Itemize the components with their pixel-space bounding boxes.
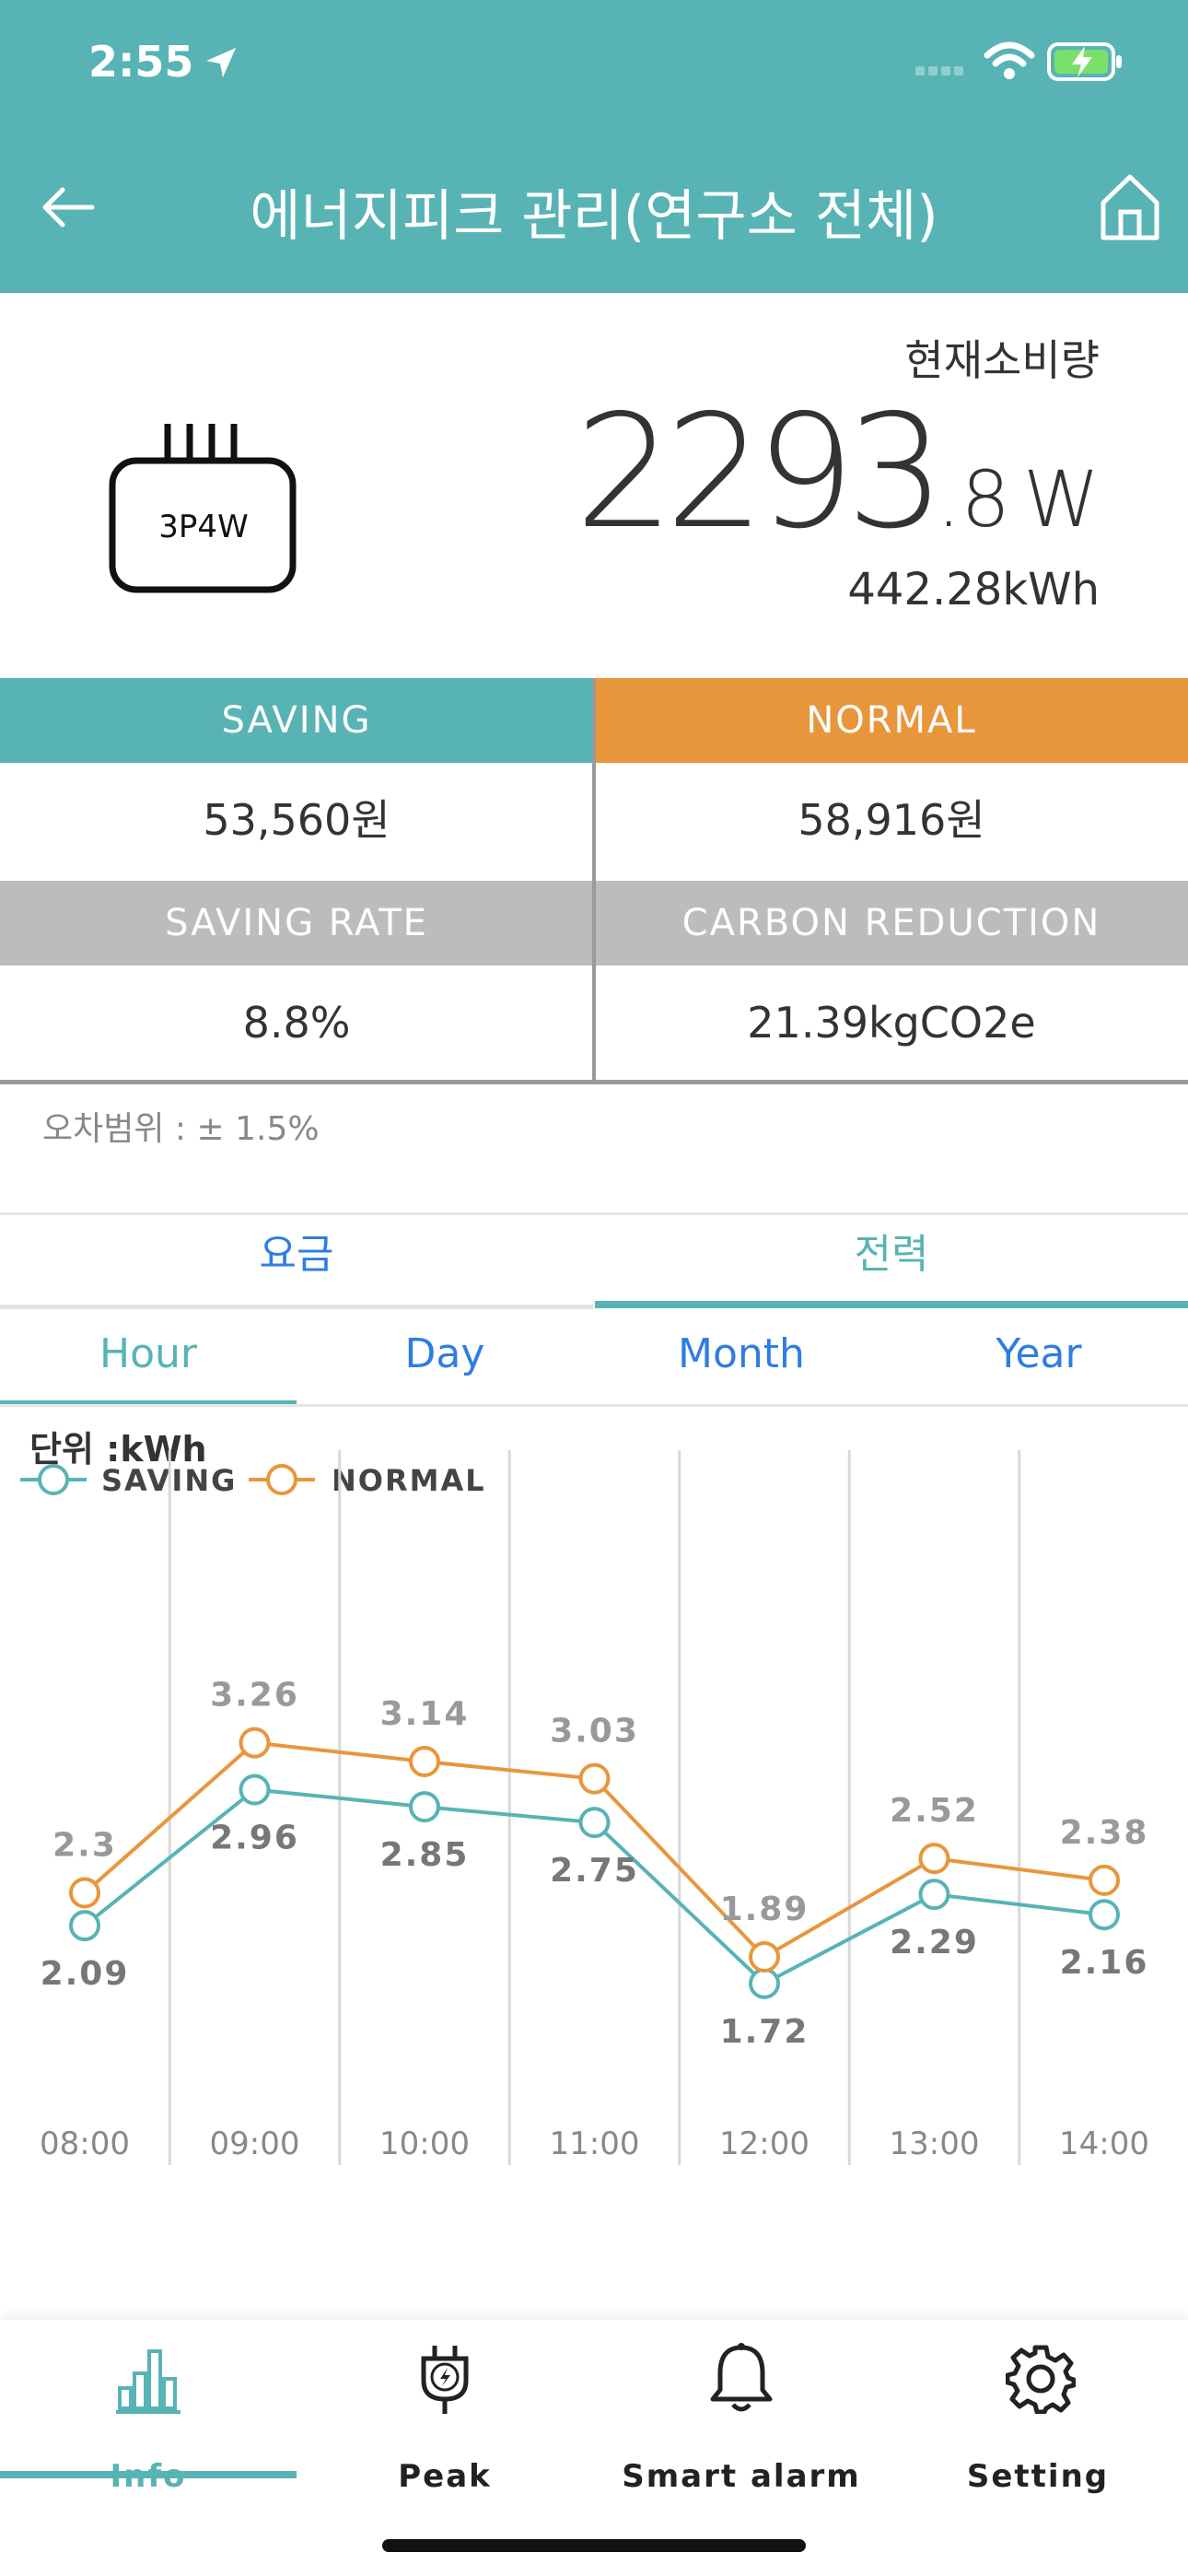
data-label: 1.72 [720,2013,809,2051]
data-label: 2.85 [380,1836,470,1874]
page-title: 에너지피크 관리(연구소 전체) [250,184,938,249]
tab-day[interactable]: Day [404,1330,485,1377]
nav-smart-alarm-label: Smart alarm [622,2458,861,2495]
x-tick-label: 08:00 [40,2125,130,2162]
gear-icon [1006,2345,1076,2414]
power-integer: 2293 [575,381,946,564]
data-label: 1.89 [720,1891,809,1928]
current-power-value: 2293.8 W [575,394,1100,578]
nav-peak-label: Peak [398,2458,492,2495]
data-label: 2.29 [890,1924,979,1961]
legend-saving-marker [20,1464,87,1495]
x-tick-label: 09:00 [210,2125,300,2162]
back-arrow-icon[interactable] [39,184,98,230]
bell-icon [710,2343,773,2412]
data-point [749,1967,780,1999]
data-label: 3.14 [380,1695,470,1733]
plug-icon [421,2346,469,2414]
tab-power[interactable]: 전력 [854,1231,929,1278]
nav-info-indicator [0,2471,297,2478]
status-time: 2:55 [88,37,194,87]
bottom-navigation: Info Peak Smart alarm Setting [0,2320,1188,2576]
data-point [1089,1864,1120,1896]
grid-divider-bottom [0,1080,1188,1084]
nav-setting-label: Setting [966,2458,1110,2495]
legend-normal [245,1461,319,1502]
legend-normal-label: NORMAL [332,1463,486,1498]
carbon-reduction-value: 21.39kgCO2e [747,998,1036,1048]
saving-rate-value: 8.8% [242,998,351,1048]
normal-value: 58,916원 [798,795,985,845]
meter-label: 3P4W [158,509,249,545]
home-icon[interactable] [1098,171,1162,241]
location-arrow-icon [206,48,236,77]
carbon-reduction-header: CARBON REDUCTION [595,881,1188,966]
x-tick-label: 14:00 [1059,2125,1149,2162]
saving-header: SAVING [0,678,593,763]
saving-value: 53,560원 [203,795,390,845]
signal-icon [915,66,963,76]
meter-3p4w-icon: 3P4W [109,420,298,595]
bar-chart-icon [116,2349,181,2414]
legend-saving-label: SAVING [101,1463,238,1498]
data-point [409,1791,440,1823]
data-label: 3.26 [210,1677,299,1715]
saving-rate-header: SAVING RATE [0,881,593,966]
data-label: 2.16 [1060,1944,1149,1982]
x-tick-label: 10:00 [379,2125,470,2162]
data-point [918,1843,950,1875]
data-label: 2.96 [210,1820,299,1857]
current-consumption-label: 현재소비량 [904,335,1100,385]
grid-divider-vertical [592,678,596,1083]
home-indicator [382,2539,806,2552]
data-point [239,1727,271,1759]
data-label: 2.52 [890,1792,979,1830]
nav-setting[interactable]: Setting [890,2320,1188,2559]
data-point [578,1807,611,1839]
tab-power-indicator [595,1301,1188,1308]
nav-smart-alarm[interactable]: Smart alarm [593,2320,890,2559]
data-label: 2.75 [550,1852,639,1890]
data-point [918,1879,950,1911]
app-header [0,0,1188,293]
power-unit: W [1022,454,1100,544]
chart-unit-label: 단위 :kWh [29,1429,207,1469]
data-point [69,1910,100,1942]
data-point [69,1877,100,1909]
normal-header: NORMAL [595,678,1188,763]
period-tabs-border [0,1404,1188,1407]
x-tick-label: 11:00 [550,2125,640,2162]
x-tick-label: 13:00 [890,2125,980,2162]
data-point [1089,1899,1120,1931]
error-range-note: 오차범위 : ± 1.5% [42,1110,320,1148]
tab-hour-indicator [0,1400,297,1407]
x-tick-label: 12:00 [719,2125,809,2162]
tabs-top-border [0,1212,1188,1215]
nav-info[interactable]: Info [0,2320,297,2559]
tab-fee-underline [0,1305,593,1309]
tab-fee[interactable]: 요금 [259,1231,334,1278]
energy-total: 442.28kWh [847,564,1100,615]
power-decimal: .8 [936,454,1010,544]
legend-normal-marker [249,1464,315,1495]
battery-charging-icon [1047,42,1122,81]
line-chart: 2.09 2.96 2.85 2.75 1.72 2.29 2.16 2.3 3.26 3.14 3… [40,1450,1149,2165]
data-point [409,1745,440,1777]
data-label: 3.03 [550,1713,639,1751]
wifi-icon [984,41,1035,79]
data-point [749,1941,780,1973]
data-point [239,1774,271,1806]
nav-peak[interactable]: Peak [297,2320,593,2559]
data-label: 2.09 [41,1955,130,1993]
tab-month[interactable]: Month [678,1330,805,1377]
legend-saving [17,1461,90,1502]
tab-year[interactable]: Year [996,1330,1082,1377]
tab-hour[interactable]: Hour [99,1330,197,1377]
data-label: 2.3 [52,1826,117,1864]
data-label: 2.38 [1060,1814,1149,1852]
data-point [578,1762,611,1795]
